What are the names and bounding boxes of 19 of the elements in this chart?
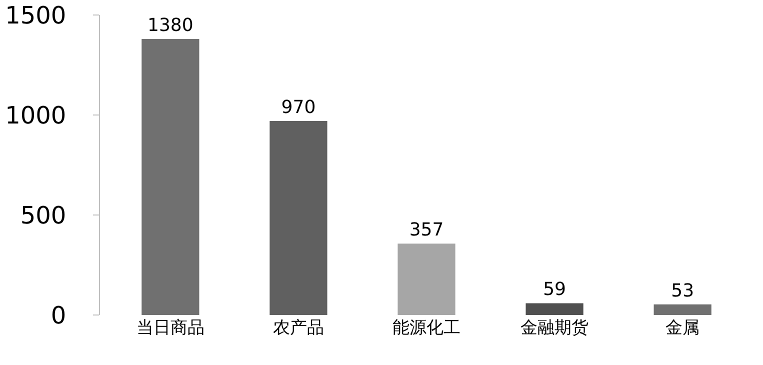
x-tick-label: 农产品 — [272, 318, 324, 338]
x-tick-label: 当日商品 — [136, 318, 204, 338]
bar — [654, 304, 712, 315]
y-tick-label: 0 — [50, 301, 66, 330]
data-label: 53 — [671, 280, 694, 302]
bar — [142, 39, 200, 315]
bar — [270, 121, 328, 315]
data-label: 1380 — [148, 15, 194, 36]
bar — [398, 244, 456, 315]
y-tick-label: 1000 — [5, 101, 66, 130]
data-label: 357 — [409, 220, 444, 241]
data-label: 970 — [281, 97, 316, 118]
data-label: 59 — [543, 279, 566, 300]
x-tick-label: 金属 — [666, 318, 700, 338]
y-tick-label: 500 — [20, 201, 66, 230]
x-tick-label: 能源化工 — [392, 318, 460, 338]
bar — [526, 303, 584, 315]
y-tick-label: 1500 — [5, 1, 66, 30]
x-tick-label: 金融期货 — [520, 318, 589, 338]
